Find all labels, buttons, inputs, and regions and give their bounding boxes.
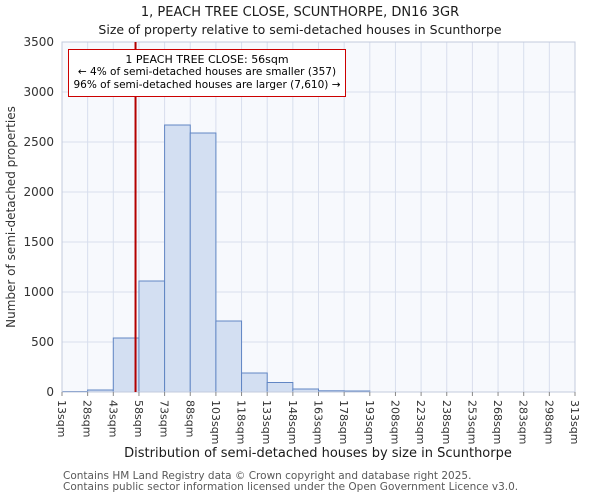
x-tick-label: 193sqm xyxy=(363,400,376,444)
x-tick-label: 73sqm xyxy=(158,400,171,437)
x-tick-label: 58sqm xyxy=(132,400,145,437)
y-tick-label: 3500 xyxy=(23,35,54,49)
annotation-smaller-line: ← 4% of semi-detached houses are smaller… xyxy=(77,66,337,78)
x-tick-label: 118sqm xyxy=(235,400,248,444)
x-tick-label: 148sqm xyxy=(286,400,299,444)
y-tick-label: 3000 xyxy=(23,85,54,99)
x-tick-label: 133sqm xyxy=(260,400,273,444)
y-axis-label: Number of semi-detached properties xyxy=(4,106,18,328)
histogram-bar xyxy=(189,132,217,393)
annotation-larger-line: 96% of semi-detached houses are larger (… xyxy=(73,79,341,91)
y-tick-label: 0 xyxy=(46,385,54,399)
x-tick-label: 28sqm xyxy=(81,400,94,437)
x-tick-label: 298sqm xyxy=(542,400,555,444)
chart-subtitle: Size of property relative to semi-detach… xyxy=(98,22,502,37)
x-tick-label: 208sqm xyxy=(388,400,401,444)
x-tick-label: 43sqm xyxy=(106,400,119,437)
histogram-bar xyxy=(164,124,191,393)
histogram-bar xyxy=(266,382,294,393)
x-tick-label: 178sqm xyxy=(337,400,350,444)
footer-copyright-line: Contains HM Land Registry data © Crown c… xyxy=(63,470,472,482)
annotation-property-line: 1 PEACH TREE CLOSE: 56sqm xyxy=(125,53,289,66)
x-tick-label: 313sqm xyxy=(568,400,581,444)
x-tick-label: 238sqm xyxy=(440,400,453,444)
x-tick-label: 163sqm xyxy=(312,400,325,444)
chart-title: 1, PEACH TREE CLOSE, SCUNTHORPE, DN16 3G… xyxy=(140,5,460,20)
x-tick-label: 268sqm xyxy=(491,400,504,444)
y-tick-label: 2000 xyxy=(23,185,54,199)
x-tick-label: 283sqm xyxy=(517,400,530,444)
histogram-bar xyxy=(138,280,166,393)
histogram-bar xyxy=(241,372,268,393)
marker-annotation-callout: 1 PEACH TREE CLOSE: 56sqm ← 4% of semi-d… xyxy=(68,49,346,97)
y-tick-label: 1000 xyxy=(23,285,54,299)
histogram-bar xyxy=(215,320,243,393)
y-tick-label: 500 xyxy=(31,335,54,349)
x-tick-label: 88sqm xyxy=(183,400,196,437)
x-tick-label: 13sqm xyxy=(55,400,68,437)
y-tick-label: 1500 xyxy=(23,235,54,249)
y-tick-label: 2500 xyxy=(23,135,54,149)
x-axis-label: Distribution of semi-detached houses by … xyxy=(124,446,512,461)
x-tick-label: 253sqm xyxy=(465,400,478,444)
x-tick-label: 103sqm xyxy=(209,400,222,444)
x-tick-label: 223sqm xyxy=(414,400,427,444)
footer-licence-line: Contains public sector information licen… xyxy=(63,481,519,493)
